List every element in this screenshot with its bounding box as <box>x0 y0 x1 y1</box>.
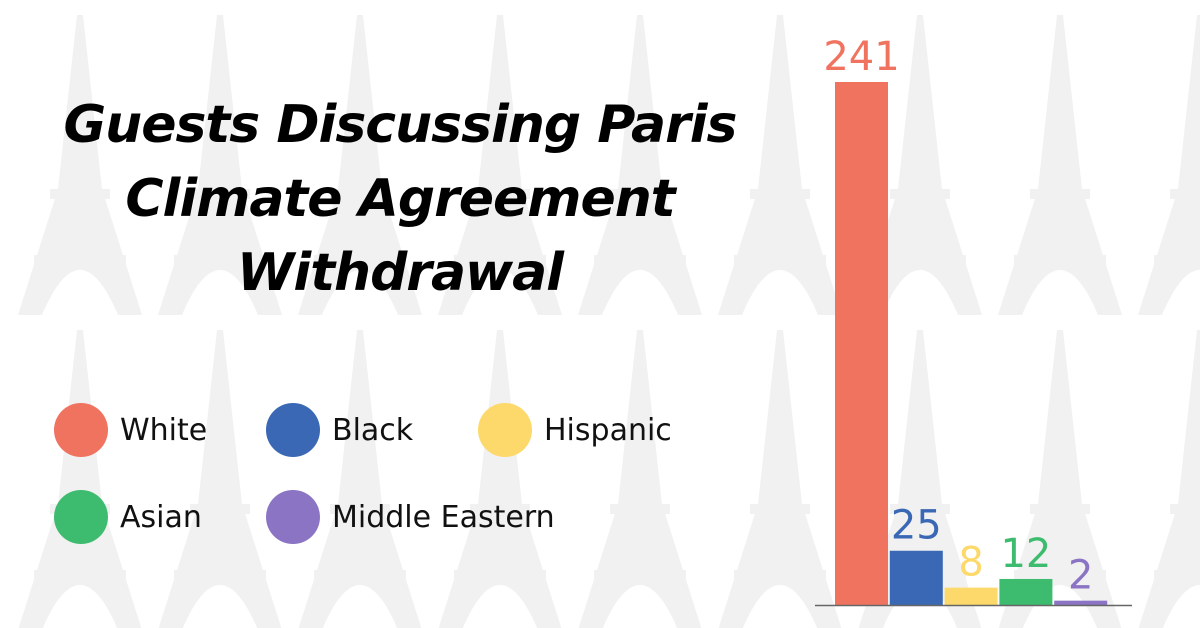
eiffel-tower-icon <box>18 15 142 315</box>
legend-item-middle-eastern: Middle Eastern <box>266 490 555 544</box>
data-label-hispanic: 8 <box>958 540 983 586</box>
legend-swatch-hispanic <box>478 403 532 457</box>
legend-item-asian: Asian <box>54 490 202 544</box>
legend-swatch-white <box>54 403 108 457</box>
eiffel-tower-icon <box>158 330 282 628</box>
eiffel-tower-icon <box>1138 15 1200 315</box>
title-line-1: Guests Discussing Paris <box>63 95 738 155</box>
eiffel-tower-icon <box>998 330 1122 628</box>
legend: White Black Hispanic Asian Middle Easter… <box>54 403 672 544</box>
legend-label-white: White <box>120 412 208 448</box>
legend-swatch-asian <box>54 490 108 544</box>
eiffel-tower-icon <box>438 330 562 628</box>
bar-hispanic <box>944 587 998 605</box>
page-title: Guests Discussing Paris Climate Agreemen… <box>30 88 770 310</box>
legend-label-black: Black <box>332 412 414 448</box>
title-line-2: Climate Agreement <box>125 169 675 229</box>
data-label-black: 25 <box>891 503 942 549</box>
legend-item-white: White <box>54 403 207 457</box>
eiffel-tower-icon <box>858 15 982 315</box>
legend-label-asian: Asian <box>120 499 202 535</box>
legend-label-middle-eastern: Middle Eastern <box>332 499 555 535</box>
bar-middle-eastern <box>1054 600 1108 605</box>
eiffel-tower-icon <box>158 15 282 315</box>
eiffel-tower-icon <box>998 15 1122 315</box>
bar-chart: 241 25 8 12 2 <box>815 34 1132 607</box>
eiffel-tower-icon <box>718 15 842 315</box>
legend-swatch-middle-eastern <box>266 490 320 544</box>
eiffel-tower-icon <box>438 15 562 315</box>
eiffel-tower-icon <box>578 330 702 628</box>
eiffel-tower-icon <box>718 330 842 628</box>
legend-label-hispanic: Hispanic <box>544 412 672 448</box>
eiffel-tower-icon <box>578 15 702 315</box>
legend-swatch-black <box>266 403 320 457</box>
bar-black <box>889 550 943 605</box>
data-label-middle-eastern: 2 <box>1068 553 1093 599</box>
bar-white <box>835 82 888 605</box>
eiffel-tower-icon <box>1138 330 1200 628</box>
bar-asian <box>999 578 1053 605</box>
legend-item-black: Black <box>266 403 413 457</box>
eiffel-tower-icon <box>298 15 422 315</box>
data-label-asian: 12 <box>1000 531 1051 577</box>
data-label-white: 241 <box>823 34 899 80</box>
eiffel-tower-icon <box>298 330 422 628</box>
legend-item-hispanic: Hispanic <box>478 403 672 457</box>
title-line-3: Withdrawal <box>237 243 564 303</box>
